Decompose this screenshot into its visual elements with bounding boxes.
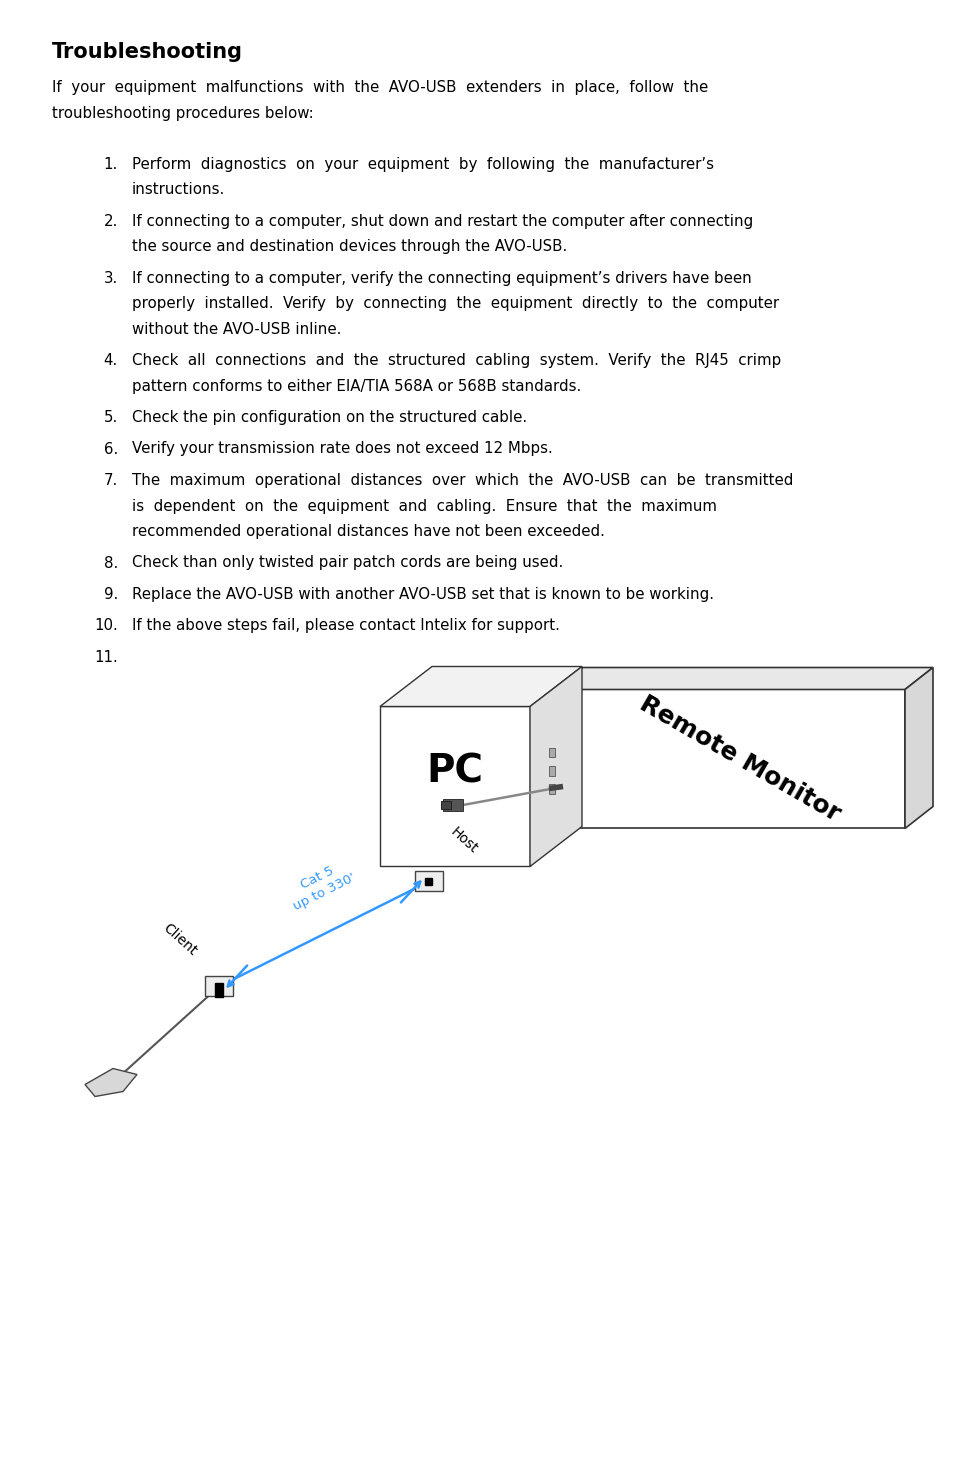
Text: Replace the AVO-USB with another AVO-USB set that is known to be working.: Replace the AVO-USB with another AVO-USB… <box>132 587 713 602</box>
Text: If connecting to a computer, shut down and restart the computer after connecting: If connecting to a computer, shut down a… <box>132 214 753 229</box>
Polygon shape <box>548 766 555 776</box>
Polygon shape <box>530 667 581 866</box>
Polygon shape <box>205 976 233 997</box>
Text: the source and destination devices through the AVO-USB.: the source and destination devices throu… <box>132 239 567 254</box>
Text: 10.: 10. <box>94 618 118 633</box>
Text: properly  installed.  Verify  by  connecting  the  equipment  directly  to  the : properly installed. Verify by connecting… <box>132 296 779 311</box>
Polygon shape <box>904 668 932 829</box>
Text: recommended operational distances have not been exceeded.: recommended operational distances have n… <box>132 524 604 538</box>
Polygon shape <box>85 1068 137 1096</box>
Polygon shape <box>548 783 555 794</box>
Polygon shape <box>379 667 581 707</box>
Text: 2.: 2. <box>104 214 118 229</box>
Polygon shape <box>442 798 462 811</box>
Polygon shape <box>425 878 432 885</box>
Text: is  dependent  on  the  equipment  and  cabling.  Ensure  that  the  maximum: is dependent on the equipment and cablin… <box>132 499 717 513</box>
Polygon shape <box>555 689 904 829</box>
Text: instructions.: instructions. <box>132 181 225 198</box>
Text: 8.: 8. <box>104 556 118 571</box>
Text: 11.: 11. <box>94 650 118 665</box>
Text: 9.: 9. <box>104 587 118 602</box>
Text: Troubleshooting: Troubleshooting <box>52 41 243 62</box>
Text: The  maximum  operational  distances  over  which  the  AVO-USB  can  be  transm: The maximum operational distances over w… <box>132 473 793 488</box>
Text: Cat 5
up to 330': Cat 5 up to 330' <box>284 857 357 913</box>
Polygon shape <box>379 707 530 866</box>
Text: Perform  diagnostics  on  your  equipment  by  following  the  manufacturer’s: Perform diagnostics on your equipment by… <box>132 156 713 171</box>
Text: 5.: 5. <box>104 410 118 425</box>
Text: Host: Host <box>448 825 480 857</box>
Text: 1.: 1. <box>104 156 118 171</box>
Text: If connecting to a computer, verify the connecting equipment’s drivers have been: If connecting to a computer, verify the … <box>132 270 751 286</box>
Text: Check than only twisted pair patch cords are being used.: Check than only twisted pair patch cords… <box>132 556 562 571</box>
Text: Remote Monitor: Remote Monitor <box>635 692 843 826</box>
Polygon shape <box>548 748 555 758</box>
Text: pattern conforms to either EIA/TIA 568A or 568B standards.: pattern conforms to either EIA/TIA 568A … <box>132 379 580 394</box>
Text: Check the pin configuration on the structured cable.: Check the pin configuration on the struc… <box>132 410 527 425</box>
Text: 3.: 3. <box>104 270 118 286</box>
Text: If  your  equipment  malfunctions  with  the  AVO-USB  extenders  in  place,  fo: If your equipment malfunctions with the … <box>52 80 707 94</box>
Polygon shape <box>415 872 442 891</box>
Text: PC: PC <box>426 752 483 791</box>
Polygon shape <box>440 801 451 808</box>
Text: 7.: 7. <box>104 473 118 488</box>
Text: Check  all  connections  and  the  structured  cabling  system.  Verify  the  RJ: Check all connections and the structured… <box>132 353 781 367</box>
Text: If the above steps fail, please contact Intelix for support.: If the above steps fail, please contact … <box>132 618 559 633</box>
Polygon shape <box>215 982 222 990</box>
Polygon shape <box>555 668 932 689</box>
Text: troubleshooting procedures below:: troubleshooting procedures below: <box>52 106 314 121</box>
Text: Verify your transmission rate does not exceed 12 Mbps.: Verify your transmission rate does not e… <box>132 441 552 456</box>
Text: without the AVO-USB inline.: without the AVO-USB inline. <box>132 322 341 336</box>
Text: Client: Client <box>160 922 200 959</box>
Text: 4.: 4. <box>104 353 118 367</box>
Polygon shape <box>215 990 222 997</box>
Text: 6.: 6. <box>104 441 118 456</box>
